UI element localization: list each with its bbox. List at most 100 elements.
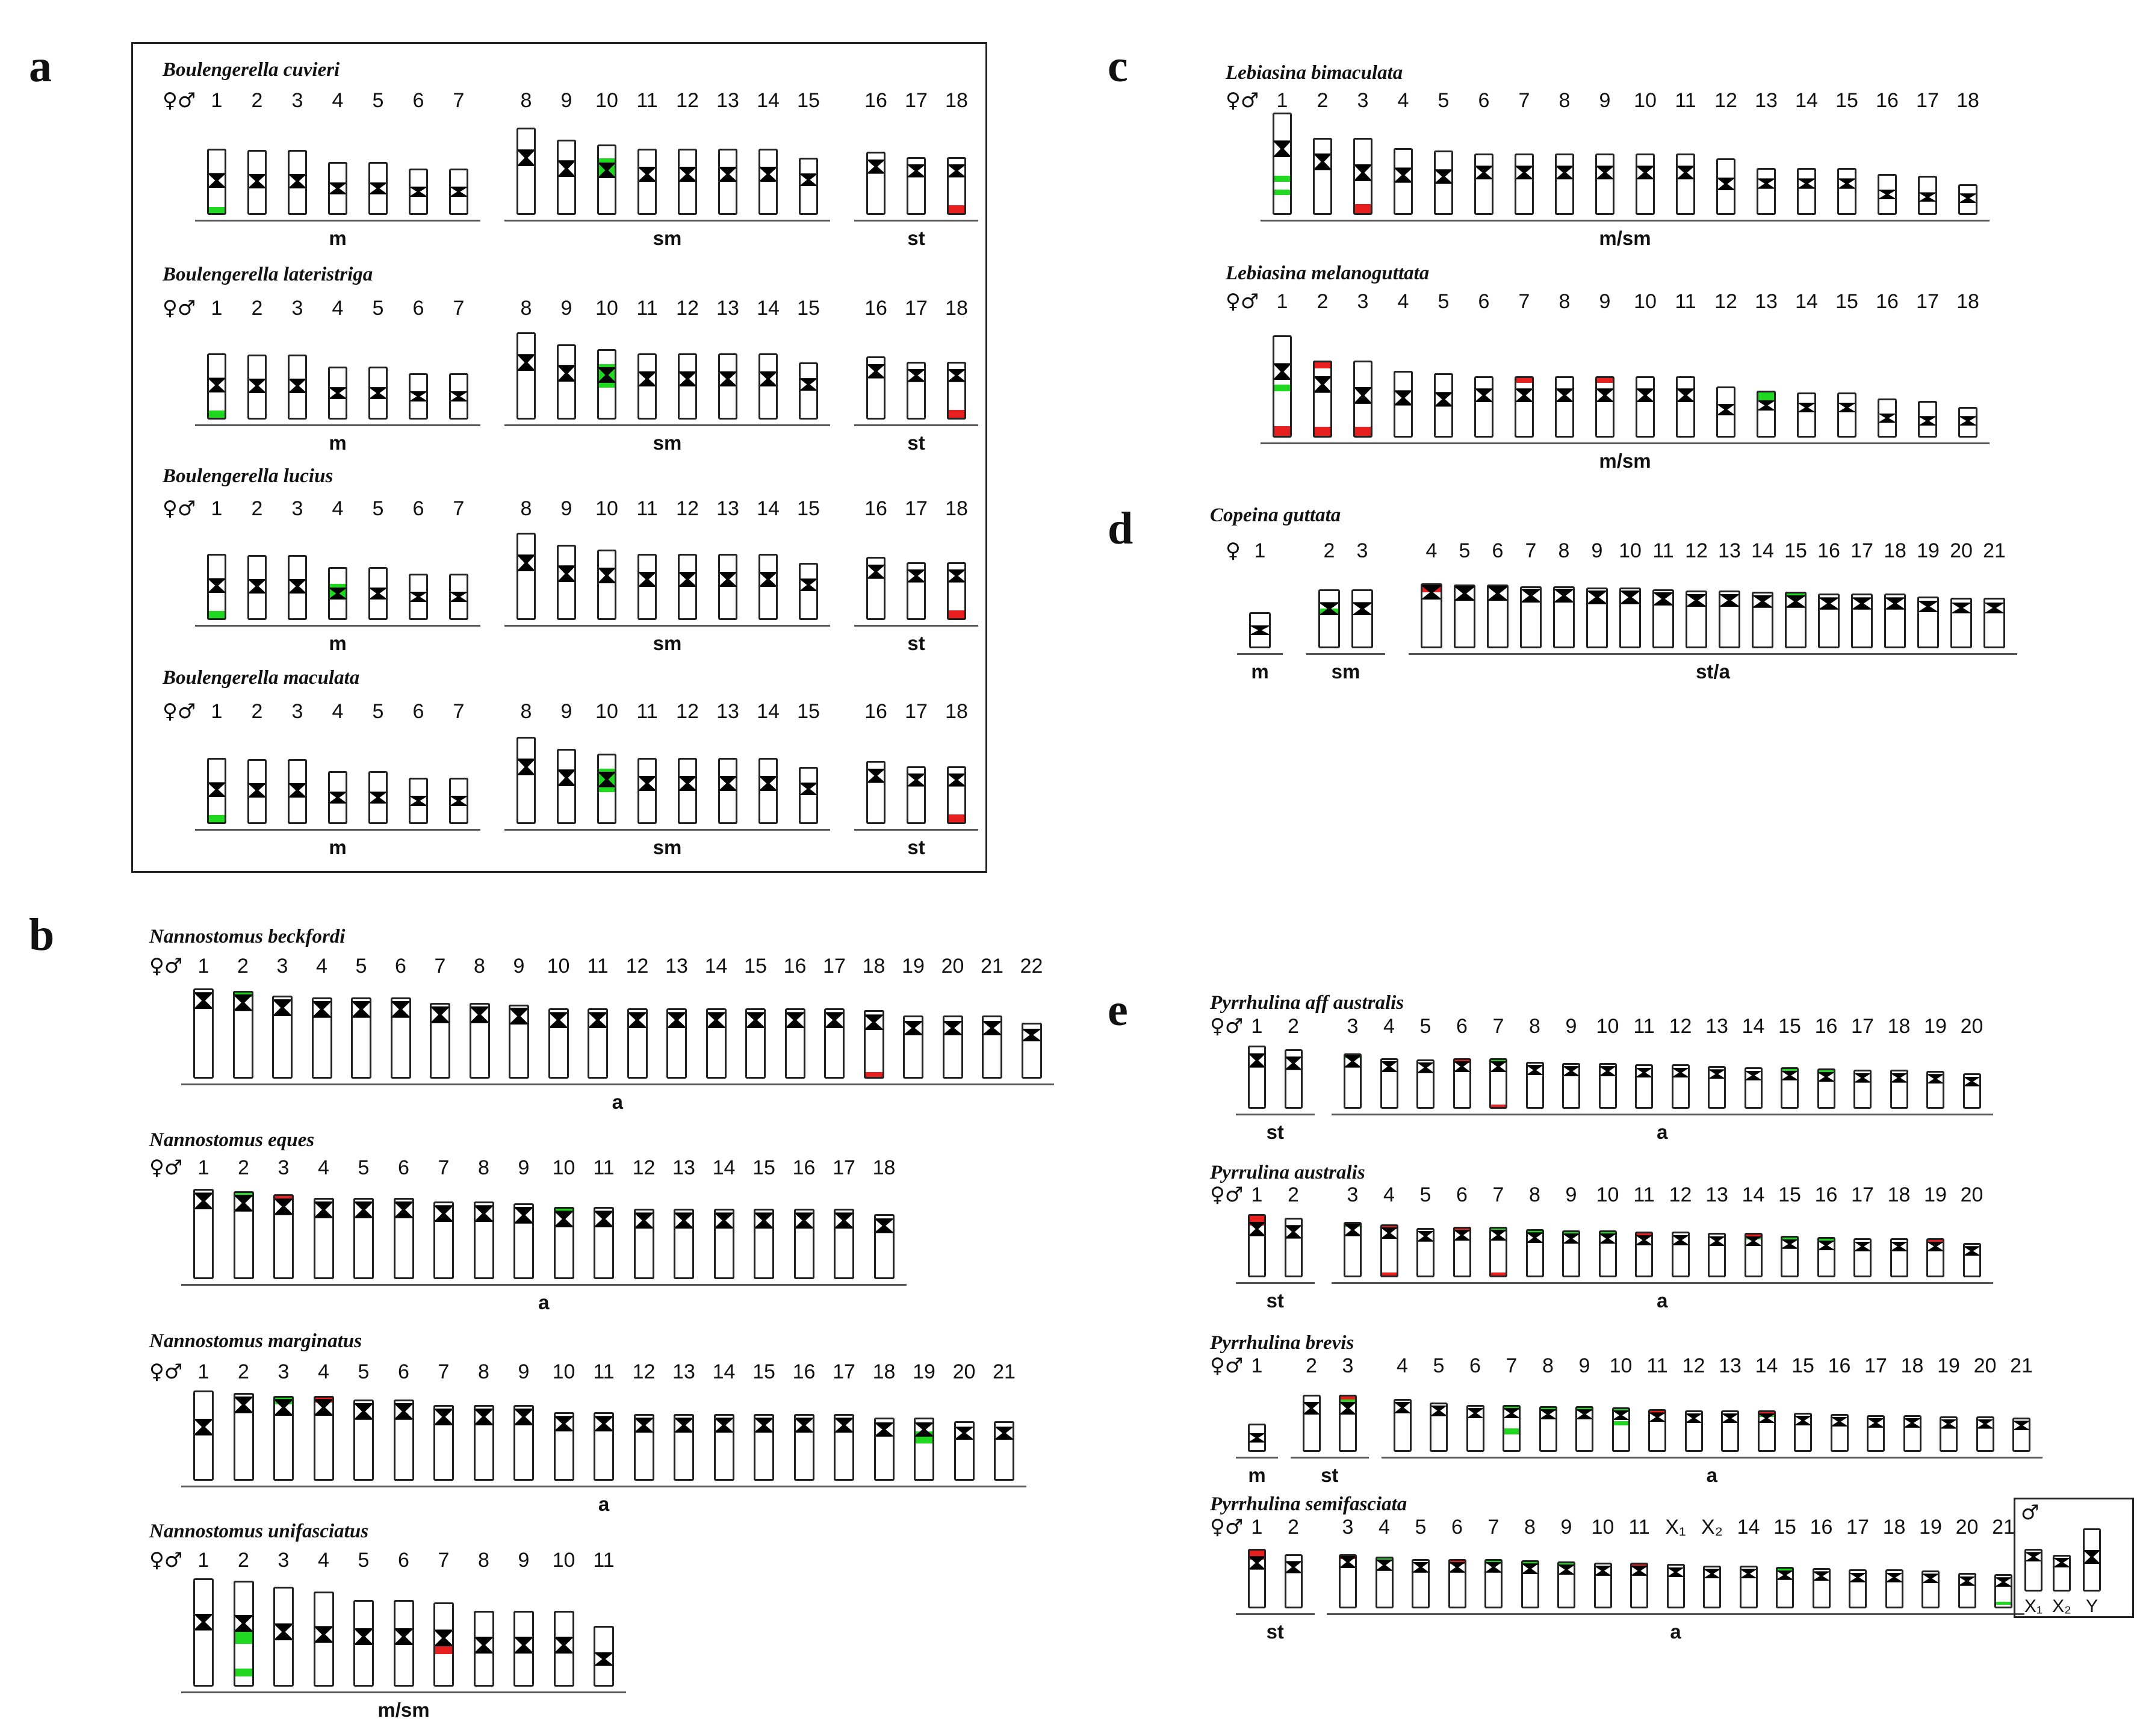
chromosome-number: 8 [1529, 1183, 1540, 1206]
group-label: a [598, 1493, 610, 1515]
chromosome-5 [1412, 1559, 1430, 1608]
chromosome-8 [473, 1611, 494, 1687]
chromosome-13 [1719, 591, 1740, 648]
centromere [1796, 1416, 1810, 1426]
chromosome-11 [588, 1008, 608, 1079]
chromosome-number: 18 [945, 297, 968, 320]
chromosome-number: 14 [712, 1360, 736, 1383]
chromosome-number: 15 [752, 1360, 775, 1383]
chromosome-number: 18 [945, 700, 968, 723]
centromere [1341, 1556, 1355, 1569]
species-name: Boulengerella maculata [163, 667, 360, 689]
chromosome-number: 12 [1669, 1183, 1692, 1206]
chromosome-9 [1562, 1063, 1580, 1109]
chromosome-20 [1976, 1416, 1994, 1452]
chromosome-9 [557, 545, 576, 620]
centromere [1382, 1227, 1397, 1239]
centromere [1274, 363, 1290, 380]
species-name: Pyrrhulina brevis [1210, 1332, 1354, 1354]
centromere [1960, 193, 1976, 203]
chromosome-number: 21 [1983, 539, 2006, 562]
chromosome-number: 15 [1784, 539, 1807, 562]
centromere [435, 1629, 452, 1647]
chromosome-number: 12 [676, 297, 699, 320]
chromosome-X₁ [1666, 1564, 1685, 1608]
chromosome-17 [834, 1414, 854, 1481]
chromosome-6 [1453, 1058, 1471, 1109]
centromere [760, 371, 776, 386]
chromosome-number: X₁ [2024, 1596, 2043, 1616]
red-band [949, 814, 964, 822]
red-band [1382, 1273, 1397, 1276]
centromere [908, 569, 924, 583]
centromere [195, 1418, 212, 1436]
centromere [1250, 1221, 1264, 1236]
centromere [1678, 388, 1693, 403]
centromere [1799, 178, 1814, 189]
chromosome-number: 1 [1276, 89, 1288, 112]
centromere [1686, 1413, 1701, 1424]
chromosome-14 [713, 1414, 734, 1481]
chromosome-number: 11 [593, 1549, 615, 1572]
chromosome-number: 5 [1415, 1516, 1427, 1539]
chromosome-17 [1853, 1238, 1872, 1277]
group-label: st [907, 432, 925, 454]
chromosome-15 [799, 767, 818, 824]
chromosome-17 [1851, 594, 1873, 648]
chromosome-4 [1393, 1399, 1412, 1452]
centromere [1758, 400, 1774, 411]
chromosome-number: 3 [291, 89, 303, 112]
chromosome-number: 19 [1917, 539, 1940, 562]
chromosome-11 [594, 1626, 614, 1687]
centromere [395, 1403, 412, 1420]
chromosome-12 [678, 353, 697, 420]
chromosome-14 [758, 554, 778, 620]
chromosome-number: 13 [1718, 539, 1741, 562]
chromosome-11 [1635, 1232, 1653, 1277]
chromosome-12 [678, 554, 697, 620]
chromosome-number: 9 [1565, 1015, 1577, 1038]
centromere [715, 1212, 733, 1229]
chromosome-Y [2083, 1528, 2101, 1592]
centromere [595, 1211, 612, 1227]
chromosome-number: 1 [197, 1549, 209, 1572]
centromere [1941, 1419, 1956, 1429]
centromere [1746, 1236, 1761, 1247]
chromosome-17 [907, 157, 926, 215]
chromosome-8 [1539, 1406, 1557, 1452]
chromosome-number: 4 [1397, 290, 1409, 313]
chromosome-18 [1958, 184, 1977, 215]
group-baseline [1409, 653, 2017, 655]
chromosome-1 [1249, 612, 1271, 648]
centromere [639, 371, 655, 386]
centromere [836, 1212, 852, 1229]
chromosome-number: 16 [864, 297, 887, 320]
chromosome-number: 8 [478, 1156, 489, 1179]
chromosome-number: 5 [1433, 1354, 1445, 1377]
centromere [235, 1396, 252, 1413]
chromosome-10 [597, 550, 616, 620]
centromere [515, 1408, 532, 1425]
centromere [675, 1418, 692, 1433]
chromosome-number: 4 [1383, 1015, 1395, 1038]
chromosome-16 [1878, 398, 1897, 438]
chromosome-number: 8 [1542, 1354, 1554, 1377]
chromosome-19 [1926, 1238, 1944, 1277]
chromosome-17 [1853, 1070, 1872, 1109]
chromosome-number: 13 [1755, 89, 1778, 112]
group-label: m/sm [377, 1699, 430, 1721]
chromosome-2 [1284, 1554, 1303, 1608]
chromosome-number: 5 [1438, 89, 1450, 112]
chromosome-number: 6 [412, 497, 424, 520]
centromere [680, 572, 695, 587]
chromosome-number: 18 [1956, 290, 1979, 313]
chromosome-6 [409, 778, 428, 824]
chromosome-number: 20 [1973, 1354, 1997, 1377]
chromosome-3 [1353, 361, 1372, 438]
centromere [1450, 1561, 1465, 1573]
chromosome-14 [1757, 1410, 1776, 1452]
chromosome-number: 9 [518, 1360, 530, 1383]
centromere [1476, 388, 1492, 403]
centromere [355, 1201, 372, 1218]
chromosome-16 [866, 356, 886, 420]
